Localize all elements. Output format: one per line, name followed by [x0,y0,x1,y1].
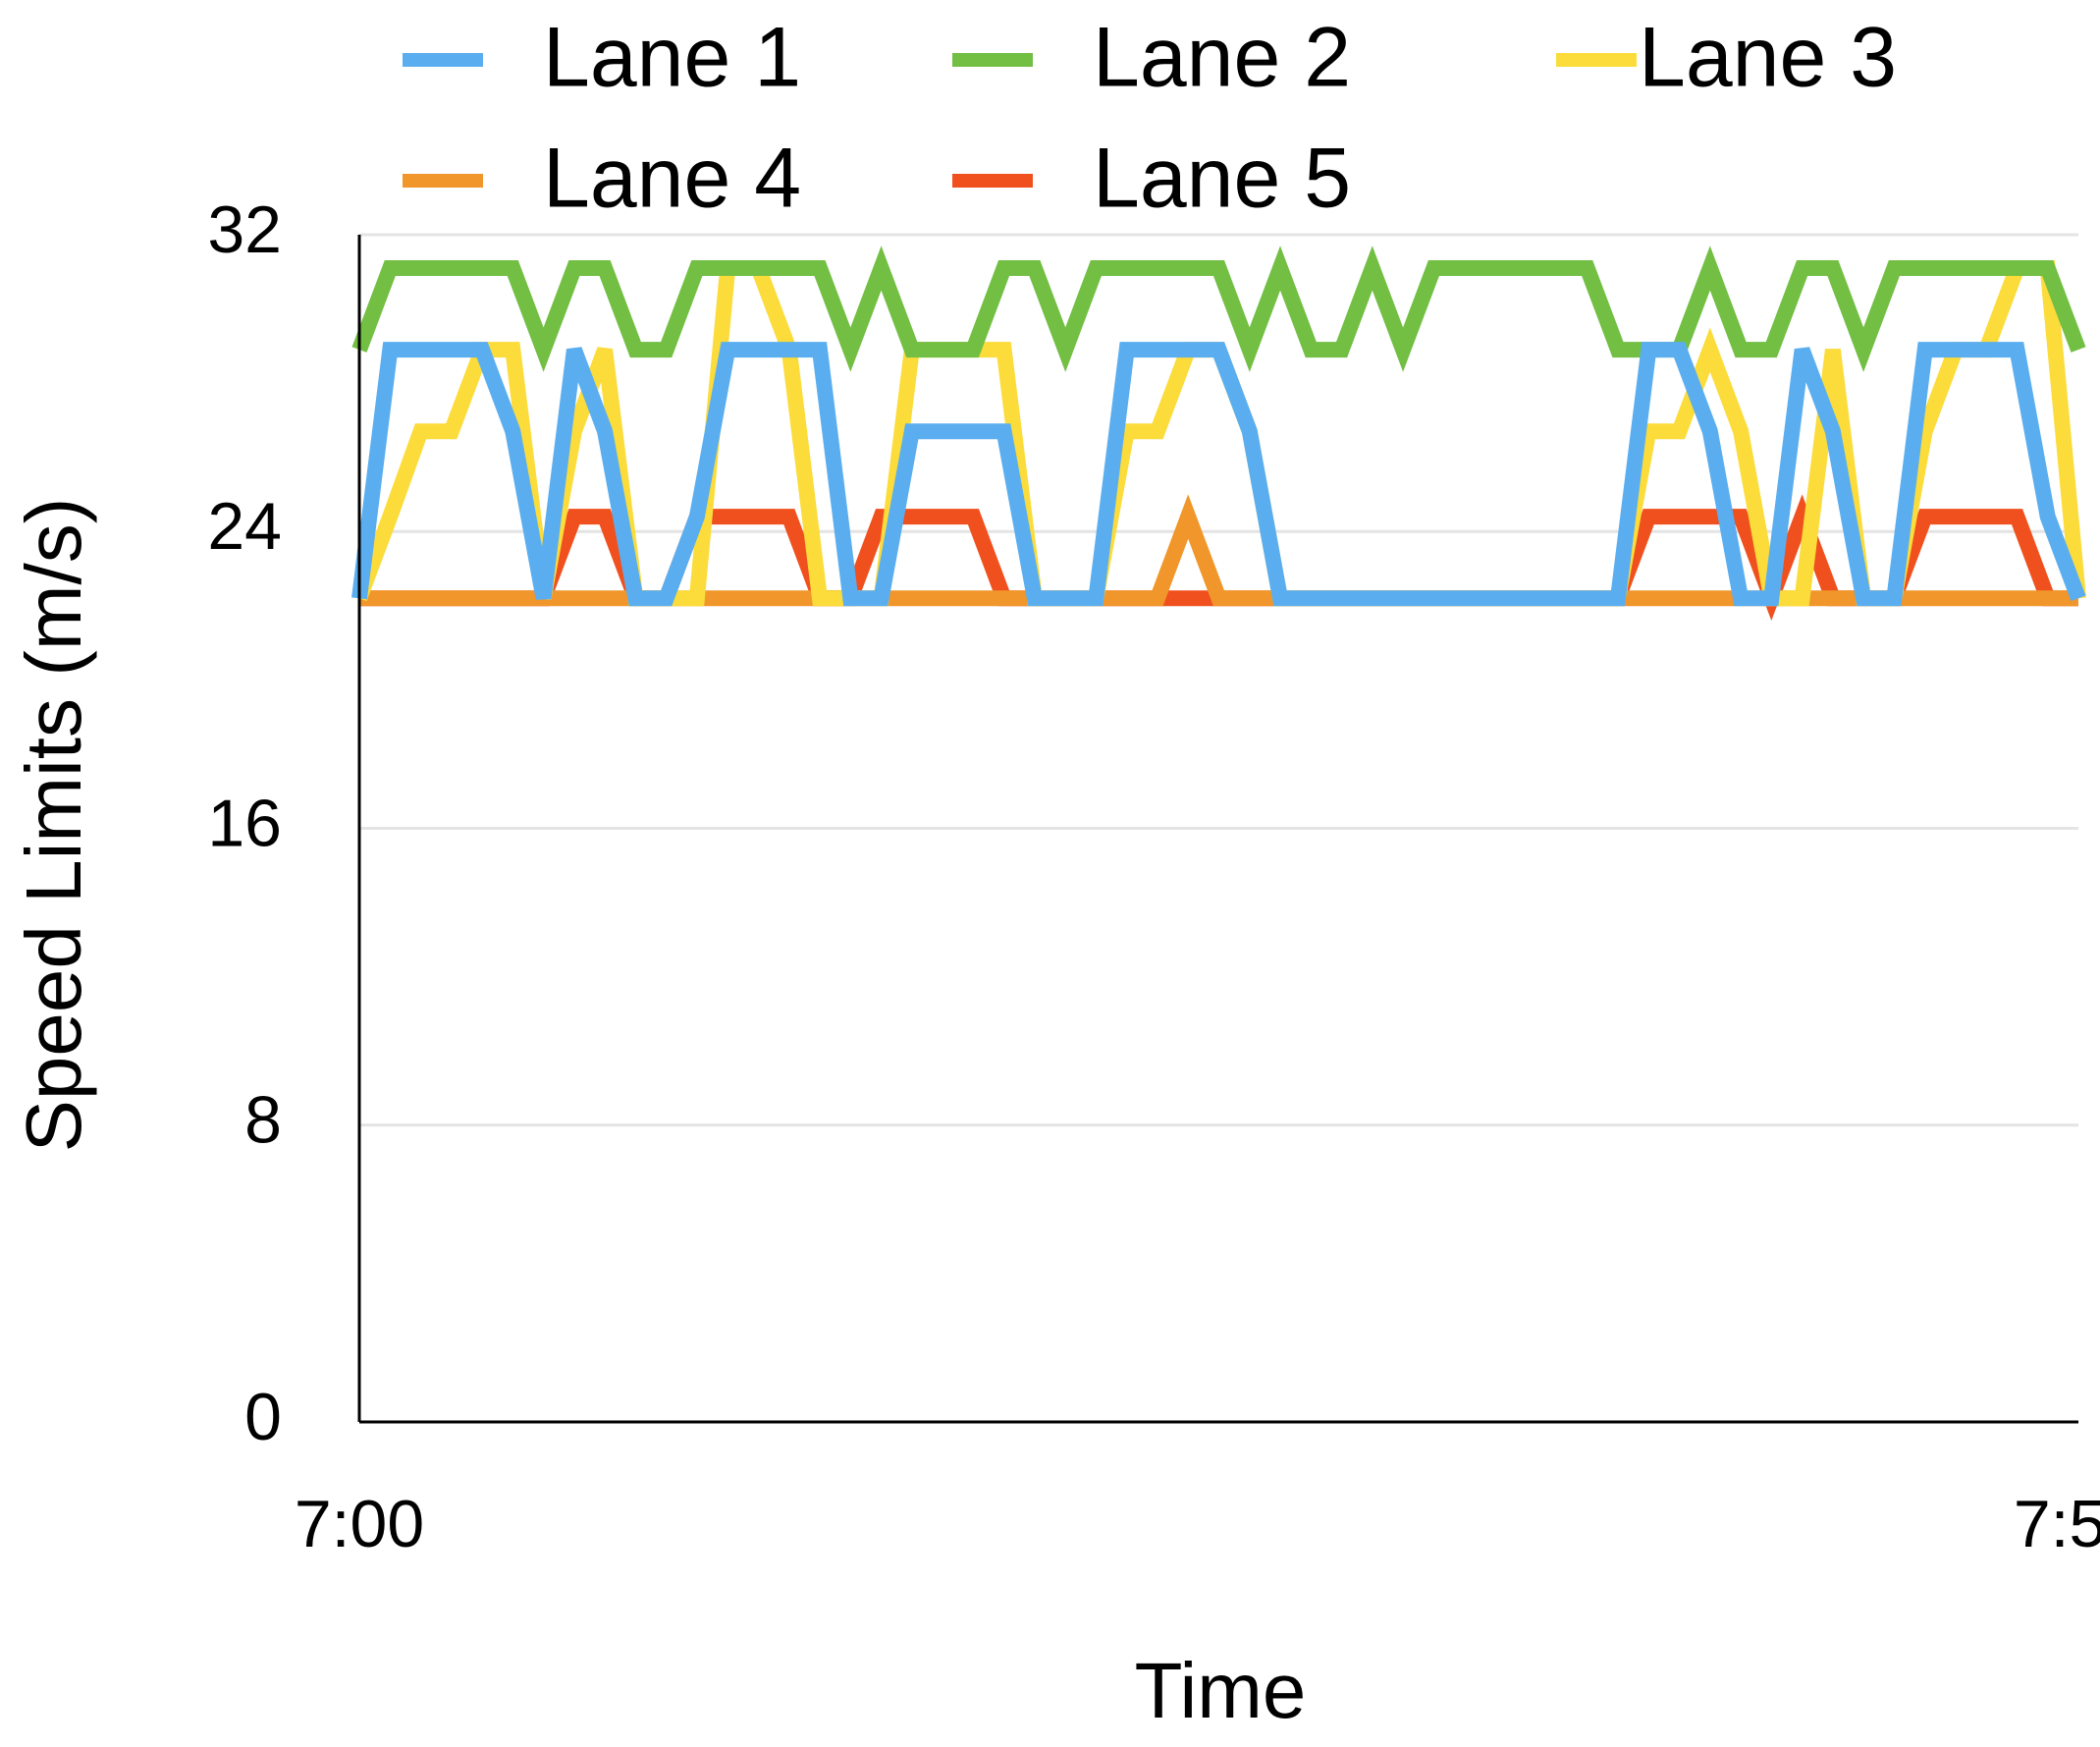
x-axis-title: Time [1135,1647,1307,1734]
y-tick-label: 8 [244,1083,282,1158]
x-tick-label: 7:56 [2014,1487,2100,1561]
legend-label: Lane 3 [1639,11,1897,105]
series-line [351,342,2086,607]
y-tick-label: 0 [244,1380,282,1454]
y-axis-title: Speed Limits (m/s) [10,498,97,1153]
legend: Lane 1 Lane 2 Lane 3 Lane 4 Lane 5 [403,11,1897,226]
y-tick-label: 24 [207,489,282,564]
legend-label: Lane 5 [1093,132,1351,226]
plot-lines [351,246,2086,622]
x-tick-label: 7:00 [295,1487,424,1561]
labels: Time Speed Limits (m/s) 0 8 16 24 32 7:00 7:56 [10,192,2100,1734]
legend-label: Lane 2 [1093,11,1351,105]
y-tick-label: 16 [207,786,282,860]
series-line [351,246,2086,372]
y-tick-label: 32 [207,192,282,267]
axes [357,235,2078,1424]
legend-label: Lane 1 [543,11,801,105]
legend-label: Lane 4 [543,132,801,226]
